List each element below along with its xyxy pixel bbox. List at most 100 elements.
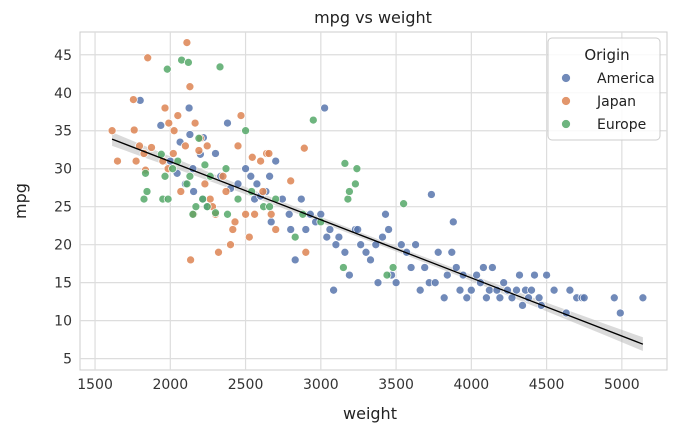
data-point [442, 270, 452, 280]
legend-marker [561, 73, 571, 83]
data-point [615, 308, 625, 318]
y-tick-label: 45 [54, 48, 72, 64]
data-point [271, 225, 281, 234]
data-point [301, 225, 311, 234]
data-point [169, 126, 179, 136]
data-point [218, 171, 228, 181]
data-point [518, 301, 527, 310]
data-point [339, 263, 348, 272]
data-point [266, 217, 276, 227]
data-point [139, 194, 149, 204]
data-point [181, 141, 190, 151]
y-tick-label: 5 [63, 352, 72, 368]
data-point [223, 209, 232, 219]
data-point [284, 209, 294, 219]
data-point [236, 111, 246, 120]
data-point [427, 190, 436, 199]
data-point [472, 270, 481, 280]
y-tick-label: 30 [54, 162, 72, 178]
data-point [176, 187, 186, 196]
data-point [299, 143, 309, 153]
data-point [241, 164, 250, 174]
y-tick-label: 10 [54, 314, 72, 330]
data-point [113, 156, 122, 166]
data-point [200, 179, 210, 189]
data-point [129, 125, 139, 135]
data-point [129, 95, 138, 104]
data-point [448, 217, 458, 227]
legend-label: Japan [596, 94, 636, 110]
data-point [185, 171, 195, 181]
data-point [256, 156, 265, 166]
data-point [388, 263, 398, 272]
data-point [252, 179, 262, 189]
data-point [381, 209, 390, 219]
data-point [290, 255, 300, 265]
data-point [264, 149, 274, 158]
data-point [202, 202, 212, 212]
data-point [451, 263, 461, 272]
data-point [185, 82, 195, 92]
x-tick-label: 1500 [77, 377, 113, 393]
data-point [343, 194, 353, 204]
data-point [186, 255, 195, 265]
y-tick-label: 15 [54, 276, 72, 292]
data-point [411, 240, 420, 250]
data-point [352, 164, 362, 174]
data-point [189, 187, 198, 196]
data-points [107, 38, 648, 318]
data-point [211, 208, 220, 218]
legend-label: America [597, 71, 655, 87]
data-point [485, 285, 494, 295]
data-point [184, 103, 194, 113]
data-point [160, 103, 170, 113]
data-point [258, 187, 268, 196]
data-point [156, 121, 166, 130]
data-point [160, 171, 170, 181]
x-tick-label: 5000 [604, 377, 640, 393]
data-point [191, 202, 201, 212]
data-point [488, 263, 497, 272]
data-point [382, 270, 392, 280]
data-point [198, 194, 208, 204]
regression-line [111, 138, 644, 345]
data-point [200, 160, 210, 170]
legend: Origin America Japan Europe [547, 37, 661, 141]
data-point [265, 171, 274, 181]
data-point [331, 240, 341, 250]
data-point [361, 247, 371, 257]
data-point [290, 232, 300, 242]
data-point [107, 126, 117, 136]
y-tick-label: 35 [54, 124, 72, 140]
data-point [168, 164, 177, 174]
x-tick-label: 2500 [228, 377, 264, 393]
data-point [549, 285, 559, 295]
data-point [430, 278, 440, 288]
data-point [228, 225, 238, 234]
x-tick-label: 3000 [303, 377, 339, 393]
data-point [406, 263, 416, 272]
x-tick-label: 4000 [454, 377, 490, 393]
data-point [334, 232, 344, 242]
x-tick-label: 2000 [152, 377, 188, 393]
x-axis-label: weight [343, 404, 397, 423]
data-point [495, 293, 505, 303]
data-point [188, 209, 198, 219]
data-point [455, 285, 465, 295]
data-point [168, 149, 178, 158]
data-point [185, 130, 195, 139]
y-tick-label: 20 [54, 238, 72, 254]
series-america [135, 96, 648, 318]
data-point [241, 209, 250, 219]
data-point [373, 278, 383, 288]
data-point [194, 133, 204, 143]
data-point [378, 232, 387, 242]
data-point [579, 293, 589, 303]
data-point [384, 225, 393, 234]
data-point [462, 293, 472, 303]
data-point [226, 240, 235, 250]
legend-label: Europe [597, 117, 646, 133]
data-point [194, 146, 204, 155]
data-point [345, 187, 354, 196]
